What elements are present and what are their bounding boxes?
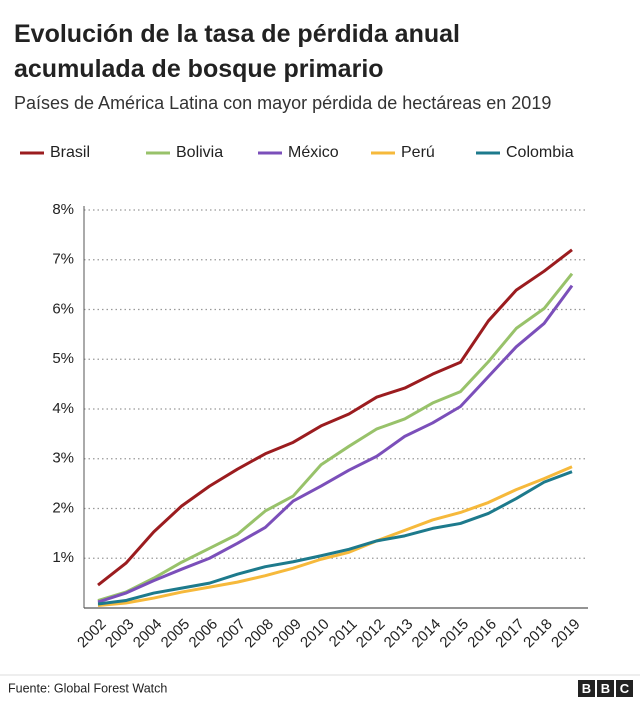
y-tick-label: 8% <box>52 201 74 218</box>
x-tick-label: 2012 <box>353 616 389 652</box>
x-tick-label: 2014 <box>409 616 445 652</box>
data-line <box>97 465 573 608</box>
x-tick-label: 2017 <box>492 616 528 652</box>
y-tick-label: 5% <box>52 350 74 367</box>
source: Fuente: Global Forest Watch <box>8 681 167 695</box>
data-line <box>97 248 573 587</box>
x-tick-label: 2015 <box>436 616 472 652</box>
logo-letter: B <box>601 681 610 696</box>
y-tick-label: 4% <box>52 400 74 417</box>
data-line <box>97 284 574 604</box>
x-tick-label: 2005 <box>158 616 194 652</box>
x-tick-label: 2007 <box>213 616 249 652</box>
x-tick-label: 2009 <box>269 616 305 652</box>
legend-label: México <box>288 144 339 161</box>
y-tick-label: 3% <box>52 450 74 467</box>
y-tick-label: 2% <box>52 499 74 516</box>
chart-title: Evolución de la tasa de pérdida anual acu… <box>14 20 460 83</box>
x-tick-label: 2013 <box>381 616 417 652</box>
x-tick-label: 2004 <box>130 616 166 652</box>
x-tick-label: 2002 <box>74 616 110 652</box>
chart-subtitle: Países de América Latina con mayor pérdi… <box>14 93 551 113</box>
data-line <box>97 470 573 606</box>
legend-label: Colombia <box>506 144 574 161</box>
x-tick-label: 2019 <box>548 616 584 652</box>
y-tick-label: 1% <box>52 549 74 566</box>
x-tick-label: 2010 <box>297 616 333 652</box>
x-tick-label: 2011 <box>326 616 361 651</box>
legend-label: Brasil <box>50 144 90 161</box>
y-tick-label: 6% <box>52 300 74 317</box>
x-tick-label: 2008 <box>241 616 277 652</box>
y-tick-label: 7% <box>52 251 74 268</box>
x-tick-label: 2003 <box>102 616 138 652</box>
legend-label: Bolivia <box>176 144 223 161</box>
x-tick-label: 2016 <box>464 616 500 652</box>
logo-box <box>597 680 614 697</box>
data-line <box>97 272 574 602</box>
logo-letter: C <box>620 681 630 696</box>
logo-box <box>578 680 595 697</box>
logo-letter: B <box>582 681 591 696</box>
logo-box <box>616 680 633 697</box>
x-tick-label: 2006 <box>186 616 222 652</box>
x-tick-label: 2018 <box>520 616 556 652</box>
legend-label: Perú <box>401 144 435 161</box>
